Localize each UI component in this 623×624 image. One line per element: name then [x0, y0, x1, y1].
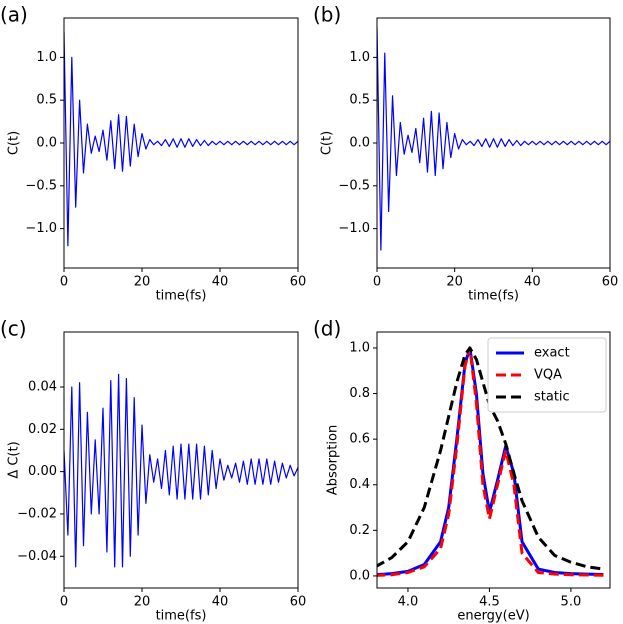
axes-frame: [63, 17, 299, 269]
x-axis-label: time(fs): [156, 289, 207, 304]
x-axis-label: energy(eV): [457, 609, 529, 624]
y-tick-label: 0.00: [28, 464, 57, 479]
plot-area: [377, 27, 610, 251]
x-tick-label: 40: [524, 275, 541, 290]
y-tick-label: 1.0: [349, 50, 370, 65]
plot-area: [64, 31, 298, 247]
x-axis-label: time(fs): [156, 609, 207, 624]
legend-label: static: [534, 390, 570, 405]
panel-label: (b): [313, 3, 341, 27]
axes-frame: [376, 331, 611, 589]
data-line: [377, 346, 604, 577]
axes-frame: [63, 331, 299, 589]
y-tick-label: 0.02: [28, 422, 57, 437]
x-tick-label: 4.0: [398, 595, 419, 610]
y-tick-label: −0.04: [17, 549, 57, 564]
x-tick-label: 40: [212, 275, 229, 290]
y-axis-label: Δ C(t): [7, 441, 22, 478]
y-tick-label: 0.2: [349, 523, 370, 538]
data-line: [377, 27, 610, 251]
plot-area: [377, 346, 604, 577]
x-tick-label: 20: [134, 595, 151, 610]
y-tick-label: 0.5: [36, 93, 57, 108]
data-line: [377, 346, 604, 577]
x-tick-label: 4.5: [479, 595, 500, 610]
panel-label: (c): [0, 317, 27, 341]
legend-label: VQA: [534, 368, 562, 383]
y-tick-label: 0.0: [349, 568, 370, 583]
plot-area: [64, 373, 298, 568]
y-tick-label: 1.0: [349, 340, 370, 355]
x-tick-label: 60: [602, 275, 619, 290]
data-line: [64, 373, 298, 568]
y-tick-label: 0.04: [28, 380, 57, 395]
y-tick-label: 0.0: [349, 136, 370, 151]
x-tick-label: 60: [290, 595, 307, 610]
x-tick-label: 40: [212, 595, 229, 610]
legend-label: exact: [534, 346, 570, 361]
x-tick-label: 20: [134, 275, 151, 290]
y-tick-label: 0.6: [349, 432, 370, 447]
x-tick-label: 20: [446, 275, 463, 290]
y-tick-label: −1.0: [338, 221, 370, 236]
x-tick-label: 0: [60, 275, 68, 290]
x-tick-label: 60: [290, 275, 307, 290]
data-line: [64, 31, 298, 247]
panel-label: (d): [313, 317, 341, 341]
x-tick-label: 0: [60, 595, 68, 610]
y-tick-label: 0.4: [349, 477, 370, 492]
y-tick-label: −0.5: [25, 178, 57, 193]
axes-frame: [376, 17, 611, 269]
y-tick-label: 0.0: [36, 136, 57, 151]
panel-label: (a): [0, 3, 28, 27]
legend-box: [487, 337, 607, 413]
y-axis-label: C(t): [7, 131, 22, 155]
y-tick-label: −1.0: [25, 221, 57, 236]
x-tick-label: 0: [373, 275, 381, 290]
data-line: [377, 346, 604, 571]
y-tick-label: 1.0: [36, 50, 57, 65]
x-tick-label: 5.0: [561, 595, 582, 610]
y-axis-label: Absorption: [326, 425, 341, 495]
y-tick-label: −0.5: [338, 178, 370, 193]
y-axis-label: C(t): [320, 131, 335, 155]
y-tick-label: 0.8: [349, 386, 370, 401]
y-tick-label: −0.02: [17, 506, 57, 521]
y-tick-label: 0.5: [349, 93, 370, 108]
x-axis-label: time(fs): [468, 289, 519, 304]
